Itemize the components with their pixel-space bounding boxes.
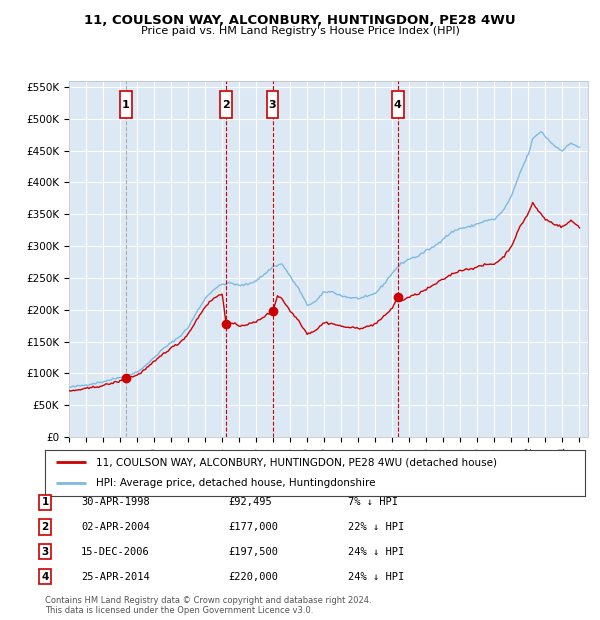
FancyBboxPatch shape — [120, 91, 131, 118]
Text: 22% ↓ HPI: 22% ↓ HPI — [348, 522, 404, 532]
Text: Price paid vs. HM Land Registry's House Price Index (HPI): Price paid vs. HM Land Registry's House … — [140, 26, 460, 36]
Text: 24% ↓ HPI: 24% ↓ HPI — [348, 547, 404, 557]
Text: £177,000: £177,000 — [228, 522, 278, 532]
FancyBboxPatch shape — [392, 91, 404, 118]
FancyBboxPatch shape — [220, 91, 232, 118]
Text: 30-APR-1998: 30-APR-1998 — [81, 497, 150, 507]
Text: 25-APR-2014: 25-APR-2014 — [81, 572, 150, 582]
Text: 4: 4 — [394, 100, 401, 110]
FancyBboxPatch shape — [266, 91, 278, 118]
Text: 7% ↓ HPI: 7% ↓ HPI — [348, 497, 398, 507]
Text: 3: 3 — [269, 100, 277, 110]
Text: £92,495: £92,495 — [228, 497, 272, 507]
Text: 11, COULSON WAY, ALCONBURY, HUNTINGDON, PE28 4WU: 11, COULSON WAY, ALCONBURY, HUNTINGDON, … — [84, 14, 516, 27]
Text: 3: 3 — [41, 547, 49, 557]
Text: 4: 4 — [41, 572, 49, 582]
Text: 24% ↓ HPI: 24% ↓ HPI — [348, 572, 404, 582]
Text: 2: 2 — [41, 522, 49, 532]
Text: HPI: Average price, detached house, Huntingdonshire: HPI: Average price, detached house, Hunt… — [96, 479, 376, 489]
Text: 15-DEC-2006: 15-DEC-2006 — [81, 547, 150, 557]
Text: £197,500: £197,500 — [228, 547, 278, 557]
Text: Contains HM Land Registry data © Crown copyright and database right 2024.
This d: Contains HM Land Registry data © Crown c… — [45, 596, 371, 615]
Text: 1: 1 — [41, 497, 49, 507]
Text: 11, COULSON WAY, ALCONBURY, HUNTINGDON, PE28 4WU (detached house): 11, COULSON WAY, ALCONBURY, HUNTINGDON, … — [96, 457, 497, 467]
Text: £220,000: £220,000 — [228, 572, 278, 582]
Text: 1: 1 — [122, 100, 130, 110]
Text: 2: 2 — [223, 100, 230, 110]
Text: 02-APR-2004: 02-APR-2004 — [81, 522, 150, 532]
